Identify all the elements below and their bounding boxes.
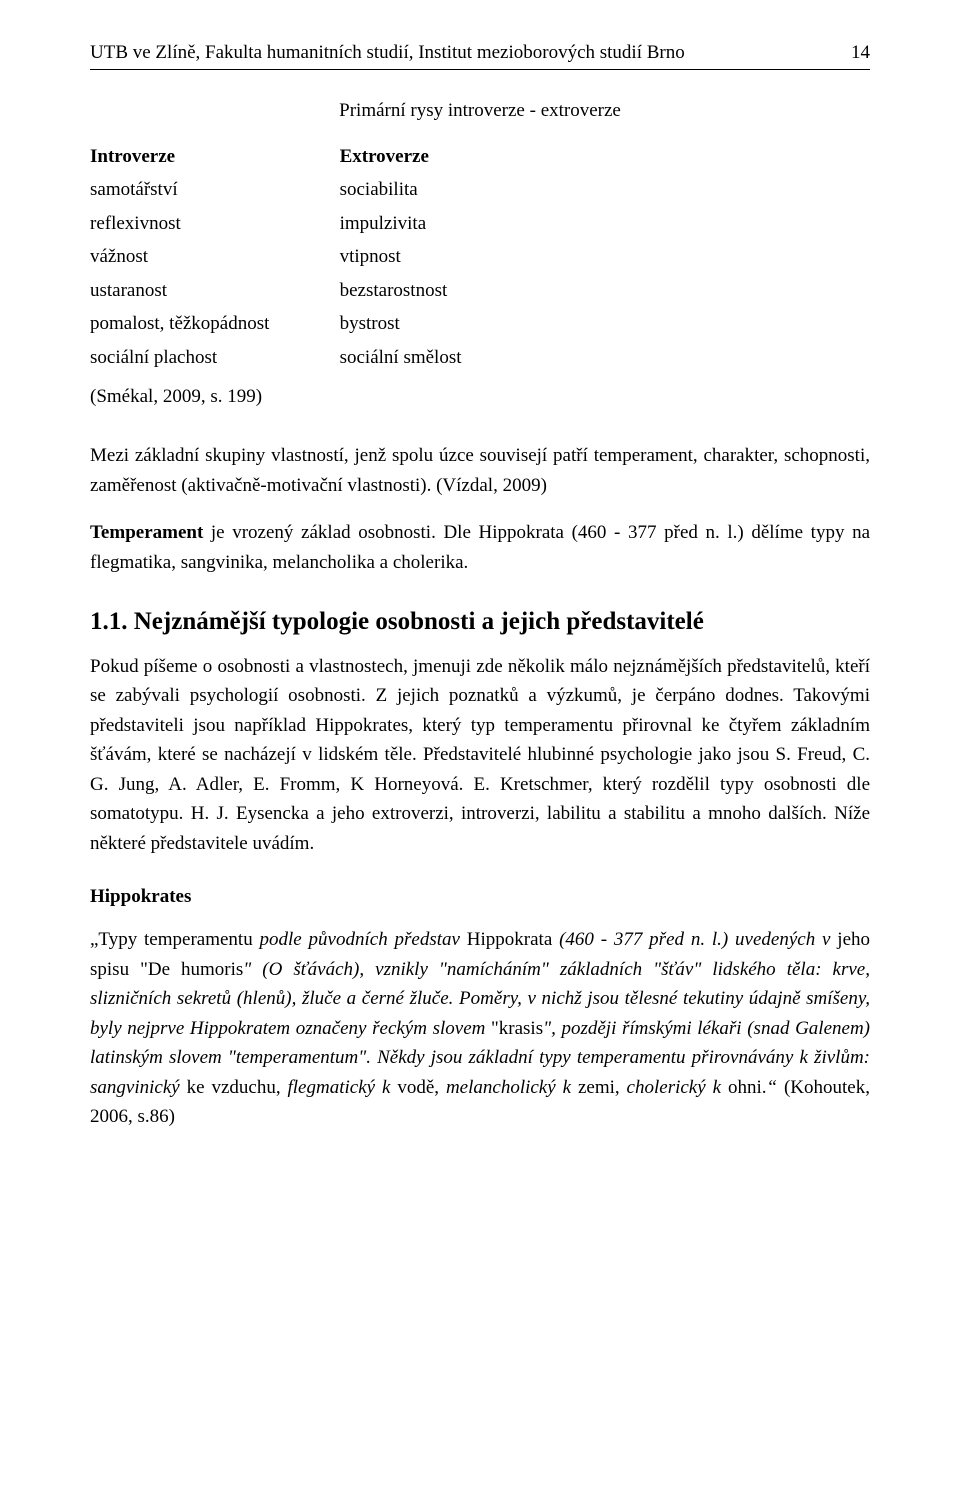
cell-right: sociabilita	[340, 173, 590, 206]
paragraph-2: Temperament je vrozený základ osobnosti.…	[90, 518, 870, 577]
cell-left: samotářství	[90, 173, 340, 206]
cell-left: ustaranost	[90, 274, 340, 307]
q-seg12: melancholický k	[446, 1077, 578, 1098]
cell-right: bezstarostnost	[340, 274, 590, 307]
header-left: UTB ve Zlíně, Fakulta humanitních studií…	[90, 38, 685, 67]
table-row: sociální plachost sociální smělost	[90, 341, 589, 374]
cell-left: pomalost, těžkopádnost	[90, 307, 340, 340]
table-row: samotářství sociabilita	[90, 173, 589, 206]
q-seg11: vodě,	[397, 1077, 446, 1098]
cell-right: bystrost	[340, 307, 590, 340]
cell-right: vtipnost	[340, 240, 590, 273]
table-row: pomalost, těžkopádnost bystrost	[90, 307, 589, 340]
q-seg4: (460 - 377 před n. l.) uvedených v	[559, 929, 837, 950]
q-seg15: ohni.	[728, 1077, 767, 1098]
table-head-right: Extroverze	[340, 140, 590, 173]
para2-rest: je vrozený základ osobnosti. Dle Hippokr…	[90, 522, 870, 572]
table-citation: (Smékal, 2009, s. 199)	[90, 382, 870, 411]
table-row: reflexivnost impulzivita	[90, 207, 589, 240]
table-header-row: Introverze Extroverze	[90, 140, 589, 173]
sub-heading-hippokrates: Hippokrates	[90, 882, 870, 911]
q-seg1: „Typy temperamentu	[90, 929, 260, 950]
q-seg3: Hippokrata	[467, 929, 559, 950]
q-seg10: flegmatický k	[288, 1077, 398, 1098]
cell-left: reflexivnost	[90, 207, 340, 240]
paragraph-3: Pokud píšeme o osobnosti a vlastnostech,…	[90, 652, 870, 858]
para2-bold: Temperament	[90, 522, 203, 543]
quote-paragraph: „Typy temperamentu podle původních předs…	[90, 925, 870, 1131]
table-row: vážnost vtipnost	[90, 240, 589, 273]
page-number: 14	[851, 38, 870, 67]
table-head-left: Introverze	[90, 140, 340, 173]
q-seg14: cholerický k	[627, 1077, 728, 1098]
cell-left: vážnost	[90, 240, 340, 273]
page-header: UTB ve Zlíně, Fakulta humanitních studií…	[90, 38, 870, 70]
q-seg16: “	[766, 1077, 784, 1098]
cell-right: sociální smělost	[340, 341, 590, 374]
q-seg7: "krasis	[491, 1018, 543, 1039]
cell-right: impulzivita	[340, 207, 590, 240]
cell-left: sociální plachost	[90, 341, 340, 374]
paragraph-1: Mezi základní skupiny vlastností, jenž s…	[90, 441, 870, 500]
table-row: ustaranost bezstarostnost	[90, 274, 589, 307]
q-seg9: ke vzduchu,	[187, 1077, 288, 1098]
trait-table: Introverze Extroverze samotářství sociab…	[90, 140, 589, 374]
section-heading: 1.1. Nejznámější typologie osobnosti a j…	[90, 603, 870, 642]
q-seg13: zemi,	[578, 1077, 627, 1098]
table-title: Primární rysy introverze - extroverze	[90, 96, 870, 125]
q-seg2: podle původních představ	[260, 929, 467, 950]
